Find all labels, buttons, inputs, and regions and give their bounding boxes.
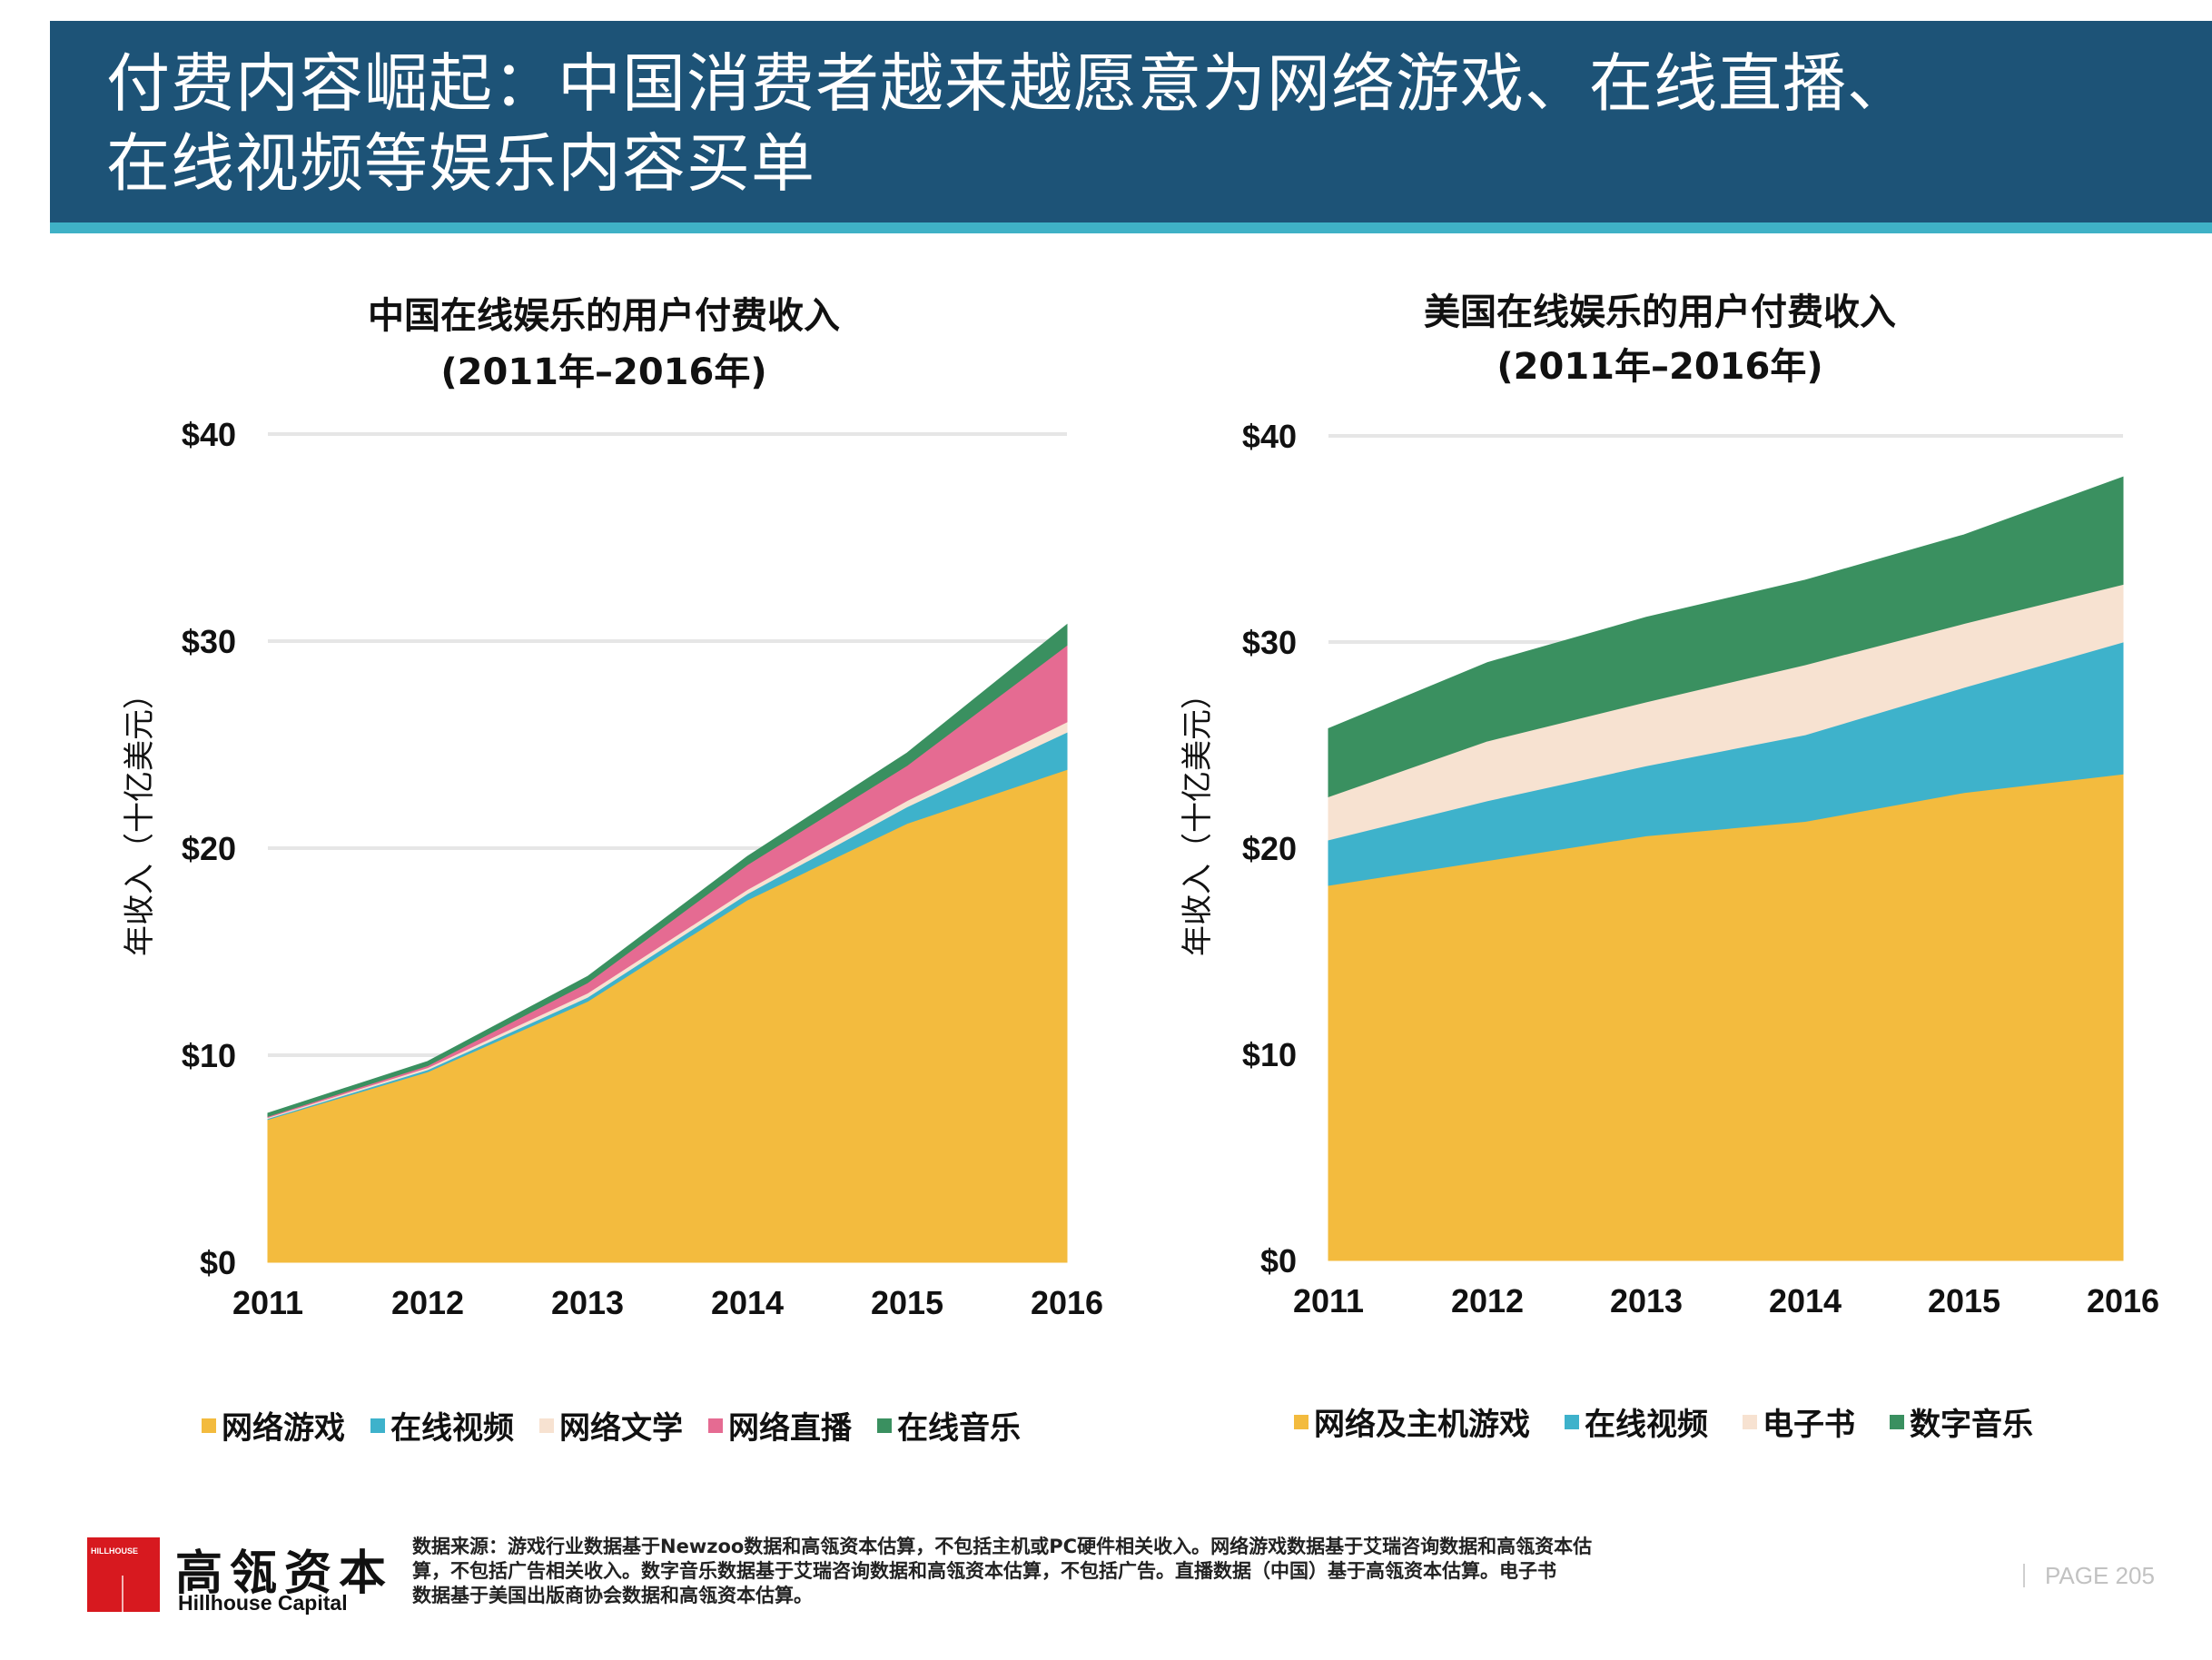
legend-item-video: 在线视频 (370, 1403, 514, 1448)
legend-label: 网络及主机游戏 (1314, 1407, 1530, 1443)
y-tick-label: $20 (1242, 830, 1297, 867)
legend-item-games: 网络及主机游戏 (1294, 1399, 1530, 1444)
source-note-line-3: 数据基于美国出版商协会数据和高瓴资本估算。 (412, 1585, 813, 1606)
y-tick-label: $30 (1242, 624, 1297, 661)
y-tick-label: $10 (182, 1037, 236, 1074)
x-tick-label: 2012 (1451, 1282, 1524, 1319)
china-chart-panel: 中国在线娱乐的用户付费收入 (2011年–2016年) $0 $10 $20 $30 $… (86, 272, 1121, 1453)
y-tick-label: $10 (1242, 1036, 1297, 1073)
legend-swatch-music (1890, 1414, 1904, 1429)
source-note-line-1: 数据来源：游戏行业数据基于Newzoo数据和高瓴资本估算，不包括主机或PC硬件相… (412, 1536, 1593, 1557)
x-tick-label: 2013 (1610, 1282, 1683, 1319)
legend-item-video: 在线视频 (1565, 1399, 1708, 1444)
page-number: PAGE 205 (2045, 1562, 2155, 1589)
title-banner (50, 21, 2212, 222)
legend-swatch-games (1294, 1414, 1308, 1429)
page-title-line-2: 在线视频等娱乐内容买单 (106, 126, 815, 201)
area-series-music (1328, 476, 2124, 797)
legend-label: 网络文学 (559, 1410, 683, 1447)
china-chart-legend: 网络游戏 在线视频 网络文学 网络直播 在线音乐 (202, 1403, 1021, 1448)
y-tick-label: $40 (182, 416, 236, 453)
y-tick-label: $30 (182, 623, 236, 660)
page-title-line-1: 付费内容崛起：中国消费者越来越愿意为网络游戏、在线直播、 (106, 46, 1911, 121)
legend-item-games: 网络游戏 (202, 1403, 345, 1448)
logo-mark (122, 1576, 123, 1612)
legend-label: 在线音乐 (897, 1410, 1021, 1447)
title-banner-accent (50, 222, 2212, 233)
legend-swatch-video (370, 1418, 385, 1433)
china-chart-title: 中国在线娱乐的用户付费收入 (368, 295, 840, 337)
logo-text: HILLHOUSE (91, 1546, 139, 1556)
legend-label: 在线视频 (1585, 1407, 1708, 1443)
china-chart: $0 $10 $20 $30 $40 2011 2012 2013 2014 2015 2016 年收… (122, 416, 1103, 1321)
x-tick-label: 2011 (1293, 1282, 1364, 1319)
x-tick-label: 2014 (711, 1284, 784, 1321)
legend-item-music: 数字音乐 (1890, 1399, 2033, 1444)
page-title: 付费内容崛起：中国消费者越来越愿意为网络游戏、在线直播、 在线视频等娱乐内容买单 (106, 44, 2149, 203)
y-axis-label: 年收入（十亿美元） (122, 678, 158, 956)
x-tick-label: 2011 (232, 1284, 303, 1321)
area-series-games (267, 768, 1068, 1263)
legend-label: 网络游戏 (222, 1410, 345, 1447)
legend-swatch-live (708, 1418, 723, 1433)
legend-swatch-video (1565, 1414, 1579, 1429)
page-separator (2023, 1564, 2025, 1587)
legend-item-ebooks: 电子书 (1743, 1399, 1855, 1444)
y-tick-label: $40 (1242, 418, 1297, 455)
y-tick-label: $0 (200, 1244, 236, 1281)
x-tick-label: 2015 (871, 1284, 943, 1321)
x-tick-label: 2013 (551, 1284, 624, 1321)
legend-item-music: 在线音乐 (877, 1403, 1021, 1448)
us-chart: $0 $10 $20 $30 $40 2011 2012 2013 2014 2015 2016 年收… (1180, 418, 2159, 1319)
x-tick-label: 2014 (1769, 1282, 1842, 1319)
legend-swatch-music (877, 1418, 892, 1433)
hillhouse-logo: HILLHOUSE (87, 1537, 160, 1612)
brand-name-cn: 高瓴资本 (175, 1546, 394, 1601)
x-tick-label: 2016 (1031, 1284, 1103, 1321)
y-tick-label: $0 (1260, 1242, 1297, 1280)
source-note-line-2: 算，不包括广告相关收入。数字音乐数据基于艾瑞咨询数据和高瓴资本估算，不包括广告。… (412, 1560, 1556, 1582)
legend-item-literature: 网络文学 (539, 1403, 683, 1448)
y-axis-label: 年收入（十亿美元） (1180, 678, 1216, 956)
x-tick-label: 2015 (1928, 1282, 2000, 1319)
us-chart-legend: 网络及主机游戏 在线视频 电子书 数字音乐 (1294, 1399, 2033, 1444)
legend-swatch-ebooks (1743, 1414, 1757, 1429)
y-tick-label: $20 (182, 830, 236, 867)
legend-swatch-literature (539, 1418, 554, 1433)
legend-label: 数字音乐 (1910, 1407, 2033, 1443)
source-note: 数据来源：游戏行业数据基于Newzoo数据和高瓴资本估算，不包括主机或PC硬件相… (412, 1535, 1865, 1608)
area-series-music (267, 623, 1068, 1117)
legend-label: 电子书 (1763, 1407, 1855, 1443)
x-tick-label: 2012 (391, 1284, 464, 1321)
brand-name-en: Hillhouse Capital (178, 1591, 348, 1615)
us-chart-title: 美国在线娱乐的用户付费收入 (1424, 291, 1896, 333)
legend-item-live: 网络直播 (708, 1403, 852, 1448)
legend-label: 在线视频 (390, 1410, 514, 1447)
legend-swatch-games (202, 1418, 216, 1433)
china-chart-subtitle: (2011年–2016年) (440, 351, 767, 393)
us-chart-panel: 美国在线娱乐的用户付费收入 (2011年–2016年) $0 $10 $20 $30 $… (1142, 272, 2177, 1453)
us-chart-subtitle: (2011年–2016年) (1496, 346, 1823, 388)
x-tick-label: 2016 (2087, 1282, 2159, 1319)
legend-label: 网络直播 (728, 1410, 852, 1447)
